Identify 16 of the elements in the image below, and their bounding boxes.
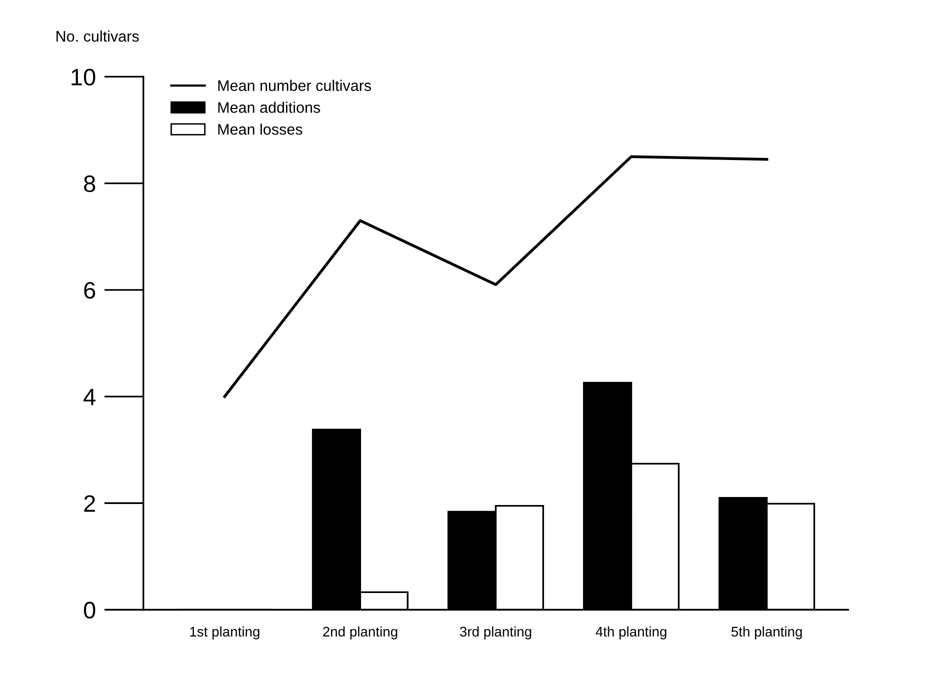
x-tick-label: 3rd planting	[460, 626, 532, 640]
x-tick-label: 4th planting	[596, 626, 666, 640]
y-tick-label: 10	[72, 68, 96, 86]
y-tick-label: 8	[84, 175, 96, 192]
x-tick-label: 1st planting	[190, 626, 260, 640]
legend-label: Mean losses	[218, 124, 302, 135]
y-tick-label: 4	[84, 388, 96, 406]
legend-label: Mean number cultivars	[218, 80, 372, 92]
y-tick-label: 6	[84, 282, 96, 299]
y-tick-label: 2	[84, 495, 95, 512]
x-tick-label: 2nd planting	[323, 626, 398, 640]
y-axis-title: No. cultivars	[56, 30, 139, 42]
legend-label: Mean additions	[218, 102, 320, 113]
x-tick-label: 5th planting	[731, 626, 802, 640]
line-series	[223, 155, 768, 398]
y-tick-label: 0	[84, 602, 96, 619]
